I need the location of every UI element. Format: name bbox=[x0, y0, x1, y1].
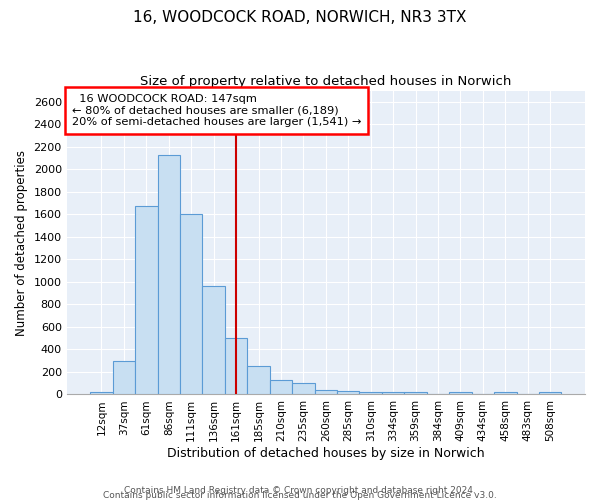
Bar bbox=[202, 286, 225, 395]
Bar bbox=[359, 392, 382, 394]
Text: 16 WOODCOCK ROAD: 147sqm  
← 80% of detached houses are smaller (6,189)
20% of s: 16 WOODCOCK ROAD: 147sqm ← 80% of detach… bbox=[72, 94, 361, 127]
Bar bbox=[270, 380, 292, 394]
Bar bbox=[449, 392, 472, 394]
Text: Contains public sector information licensed under the Open Government Licence v3: Contains public sector information licen… bbox=[103, 491, 497, 500]
X-axis label: Distribution of detached houses by size in Norwich: Distribution of detached houses by size … bbox=[167, 447, 485, 460]
Bar bbox=[382, 392, 404, 394]
Bar bbox=[225, 338, 247, 394]
Bar bbox=[494, 392, 517, 394]
Bar bbox=[539, 392, 562, 394]
Bar bbox=[113, 362, 135, 394]
Bar bbox=[247, 366, 270, 394]
Title: Size of property relative to detached houses in Norwich: Size of property relative to detached ho… bbox=[140, 75, 512, 88]
Bar bbox=[337, 391, 359, 394]
Bar bbox=[314, 390, 337, 394]
Bar bbox=[292, 383, 314, 394]
Text: Contains HM Land Registry data © Crown copyright and database right 2024.: Contains HM Land Registry data © Crown c… bbox=[124, 486, 476, 495]
Bar bbox=[90, 392, 113, 394]
Y-axis label: Number of detached properties: Number of detached properties bbox=[15, 150, 28, 336]
Bar bbox=[135, 206, 158, 394]
Bar bbox=[180, 214, 202, 394]
Bar bbox=[158, 154, 180, 394]
Bar bbox=[404, 392, 427, 394]
Text: 16, WOODCOCK ROAD, NORWICH, NR3 3TX: 16, WOODCOCK ROAD, NORWICH, NR3 3TX bbox=[133, 10, 467, 25]
